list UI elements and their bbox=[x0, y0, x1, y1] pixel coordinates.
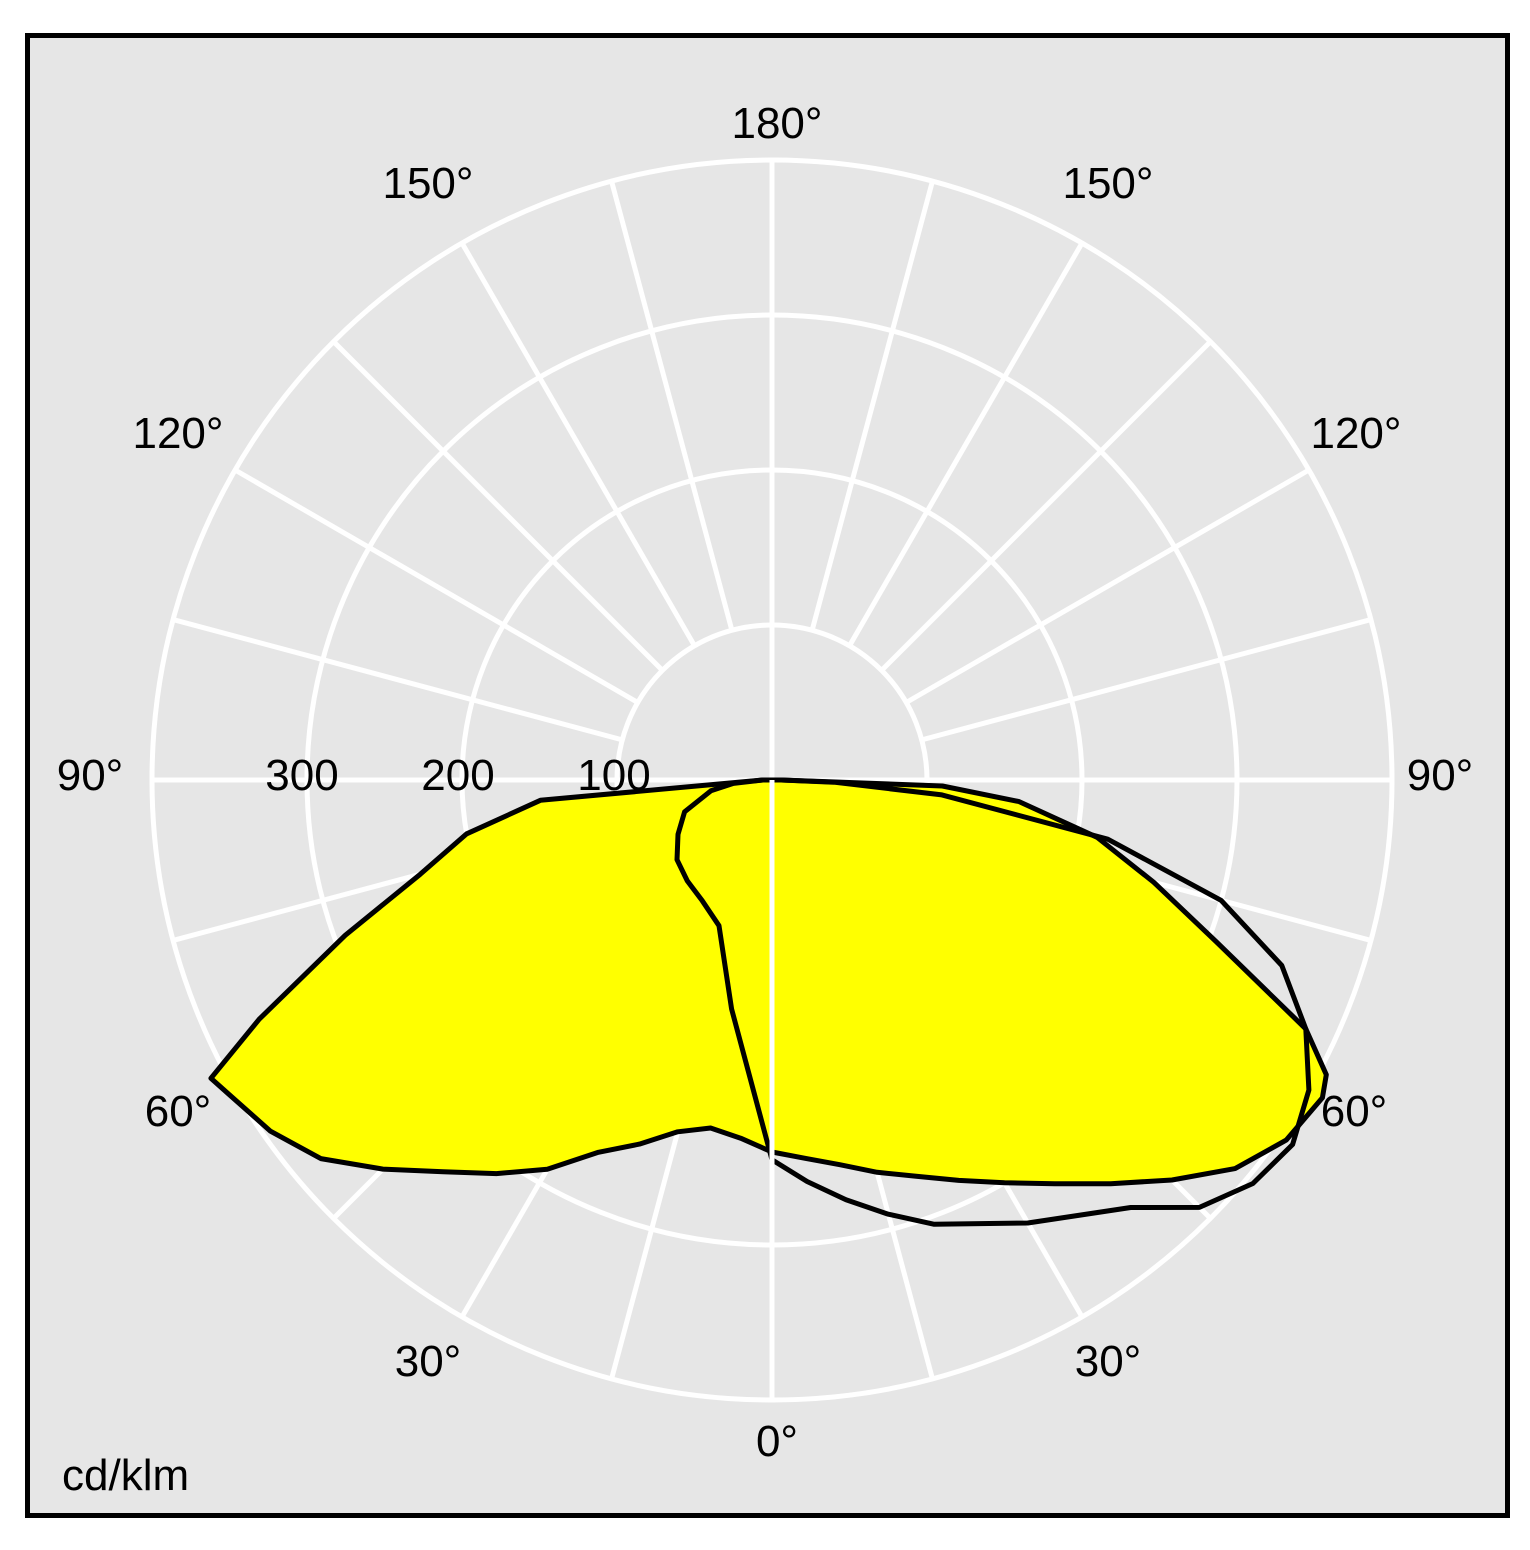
angle-label-150-left: 150° bbox=[382, 159, 473, 208]
angle-label-30-left: 30° bbox=[395, 1337, 462, 1386]
radial-tick-100: 100 bbox=[577, 751, 650, 800]
grid-spoke-120 bbox=[904, 467, 1311, 705]
unit-label: cd/klm bbox=[62, 1451, 189, 1500]
chart-frame: 180° 150° 150° 120° 120° 90° 90° 60° 60°… bbox=[25, 33, 1510, 1518]
grid-spoke--120 bbox=[233, 467, 640, 705]
intensity-curve-0 bbox=[208, 777, 1329, 1187]
radial-tick-300: 300 bbox=[265, 751, 338, 800]
angle-label-90-right: 90° bbox=[1407, 751, 1474, 800]
angle-label-120-left: 120° bbox=[132, 409, 223, 458]
grid-spoke-150 bbox=[847, 241, 1085, 648]
intensity-curve-1 bbox=[674, 777, 1312, 1227]
grid-spoke-105 bbox=[921, 617, 1372, 743]
polar-chart: 180° 150° 150° 120° 120° 90° 90° 60° 60°… bbox=[57, 99, 1474, 1500]
chart-labels: 180° 150° 150° 120° 120° 90° 90° 60° 60°… bbox=[57, 99, 1474, 1500]
grid-spoke--150 bbox=[459, 241, 697, 648]
angle-label-0: 0° bbox=[756, 1417, 798, 1466]
grid-spoke-135 bbox=[879, 339, 1213, 673]
grid-spoke--105 bbox=[172, 617, 623, 743]
angle-label-30-right: 30° bbox=[1075, 1337, 1142, 1386]
grid-spoke-165 bbox=[809, 180, 935, 631]
radial-tick-200: 200 bbox=[421, 751, 494, 800]
angle-label-120-right: 120° bbox=[1310, 409, 1401, 458]
angle-label-60-right: 60° bbox=[1321, 1087, 1388, 1136]
angle-label-180: 180° bbox=[731, 99, 822, 148]
angle-label-60-left: 60° bbox=[145, 1087, 212, 1136]
intensity-curves bbox=[208, 777, 1329, 1227]
angle-label-150-right: 150° bbox=[1062, 159, 1153, 208]
grid-spoke--165 bbox=[609, 180, 735, 631]
grid-spoke--135 bbox=[331, 339, 665, 673]
angle-label-90-left: 90° bbox=[57, 751, 124, 800]
